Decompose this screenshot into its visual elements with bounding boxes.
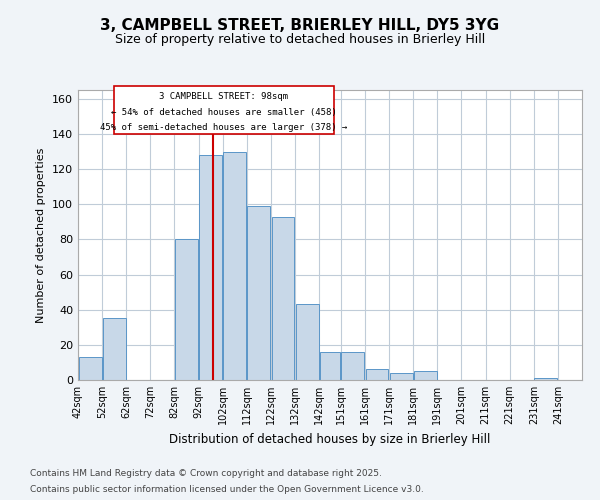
- Text: Contains public sector information licensed under the Open Government Licence v3: Contains public sector information licen…: [30, 485, 424, 494]
- Bar: [272, 216, 295, 380]
- Y-axis label: Number of detached properties: Number of detached properties: [37, 148, 46, 322]
- Bar: [175, 240, 198, 380]
- Bar: [535, 378, 557, 380]
- Bar: [199, 155, 222, 380]
- FancyBboxPatch shape: [114, 86, 334, 134]
- Bar: [79, 357, 101, 380]
- Bar: [247, 206, 271, 380]
- Text: 3 CAMPBELL STREET: 98sqm: 3 CAMPBELL STREET: 98sqm: [160, 92, 289, 101]
- Bar: [320, 352, 340, 380]
- Bar: [296, 304, 319, 380]
- X-axis label: Distribution of detached houses by size in Brierley Hill: Distribution of detached houses by size …: [169, 432, 491, 446]
- Text: Size of property relative to detached houses in Brierley Hill: Size of property relative to detached ho…: [115, 32, 485, 46]
- Bar: [341, 352, 364, 380]
- Bar: [103, 318, 125, 380]
- Text: 3, CAMPBELL STREET, BRIERLEY HILL, DY5 3YG: 3, CAMPBELL STREET, BRIERLEY HILL, DY5 3…: [100, 18, 500, 32]
- Text: ← 54% of detached houses are smaller (458): ← 54% of detached houses are smaller (45…: [111, 108, 337, 116]
- Bar: [389, 373, 413, 380]
- Bar: [414, 371, 437, 380]
- Bar: [365, 370, 388, 380]
- Bar: [223, 152, 246, 380]
- Text: Contains HM Land Registry data © Crown copyright and database right 2025.: Contains HM Land Registry data © Crown c…: [30, 468, 382, 477]
- Text: 45% of semi-detached houses are larger (378) →: 45% of semi-detached houses are larger (…: [100, 124, 347, 132]
